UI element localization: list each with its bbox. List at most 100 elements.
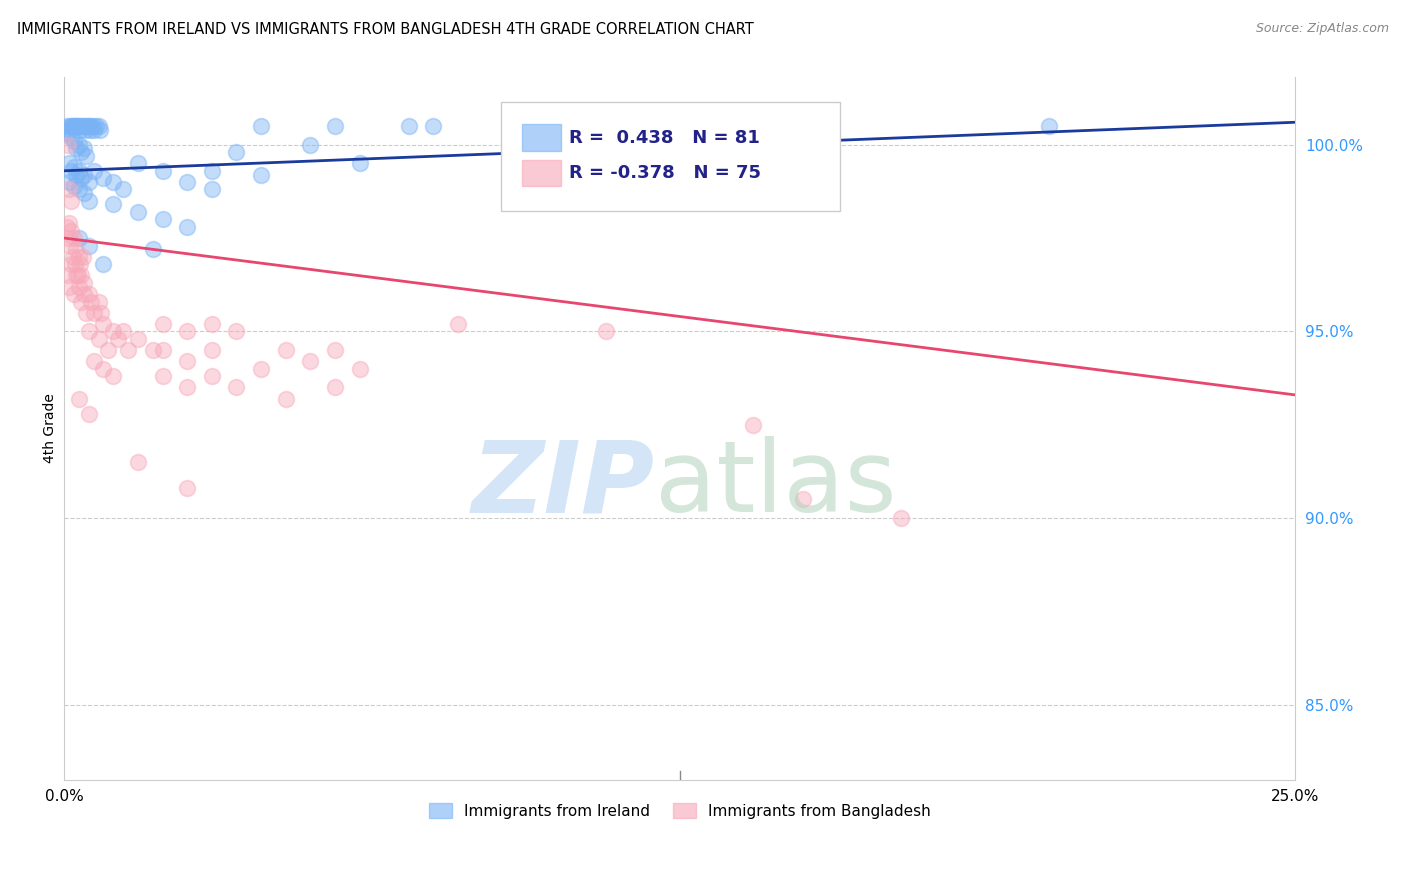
Point [225, 380, 247, 394]
Point [250, 361, 273, 376]
Point [65, 168, 87, 182]
Point [75, 119, 97, 133]
Text: ZIP: ZIP [472, 436, 655, 533]
Point [299, 137, 322, 152]
Point [67, 119, 90, 133]
Point [65, 119, 87, 133]
FancyBboxPatch shape [501, 102, 839, 211]
Point [60, 163, 83, 178]
Point [176, 175, 198, 189]
Point [63, 119, 86, 133]
Point [742, 417, 765, 432]
Point [60, 223, 83, 237]
Point [250, 168, 273, 182]
Point [792, 492, 814, 507]
Point [323, 343, 346, 357]
Point [152, 369, 174, 384]
Point [65, 141, 87, 155]
Point [201, 343, 224, 357]
Point [67, 279, 90, 293]
Point [323, 119, 346, 133]
Text: R =  0.438   N = 81: R = 0.438 N = 81 [569, 128, 759, 147]
Point [59, 238, 82, 252]
Point [84, 119, 107, 133]
Point [1038, 119, 1060, 133]
Point [112, 325, 135, 339]
Point [349, 156, 371, 170]
Point [70, 268, 93, 283]
Point [93, 257, 115, 271]
Point [73, 141, 96, 155]
Point [69, 257, 91, 271]
Point [201, 182, 224, 196]
Point [447, 317, 470, 331]
Point [63, 257, 86, 271]
Point [72, 119, 94, 133]
Point [83, 122, 105, 136]
Point [77, 175, 100, 189]
Point [349, 361, 371, 376]
Point [73, 119, 96, 133]
Point [70, 294, 93, 309]
Point [225, 325, 247, 339]
Point [103, 197, 125, 211]
Point [127, 455, 149, 469]
Point [152, 343, 174, 357]
Point [644, 122, 666, 136]
Point [65, 242, 87, 256]
Point [97, 343, 120, 357]
Text: R = -0.378   N = 75: R = -0.378 N = 75 [569, 164, 761, 182]
Point [595, 325, 617, 339]
Point [58, 156, 80, 170]
Point [127, 332, 149, 346]
Point [76, 119, 98, 133]
Point [323, 380, 346, 394]
Point [77, 119, 100, 133]
Point [70, 171, 93, 186]
Point [103, 325, 125, 339]
Point [63, 134, 86, 148]
Point [142, 343, 165, 357]
Point [142, 242, 165, 256]
Point [127, 205, 149, 219]
Point [890, 511, 912, 525]
Point [201, 369, 224, 384]
Point [67, 137, 90, 152]
Point [70, 119, 93, 133]
Point [60, 257, 83, 271]
Point [62, 119, 84, 133]
Point [299, 354, 322, 368]
Point [93, 361, 115, 376]
Point [89, 122, 111, 136]
Point [77, 287, 100, 301]
Point [274, 392, 297, 406]
Point [87, 119, 110, 133]
Point [56, 231, 79, 245]
Point [112, 182, 135, 196]
Point [55, 219, 77, 234]
Point [176, 325, 198, 339]
Point [152, 317, 174, 331]
Point [87, 332, 110, 346]
Point [176, 219, 198, 234]
Point [103, 175, 125, 189]
Point [73, 122, 96, 136]
Point [103, 369, 125, 384]
Point [60, 194, 83, 208]
Point [83, 306, 105, 320]
Point [58, 279, 80, 293]
Point [792, 119, 814, 133]
Point [93, 171, 115, 186]
Point [60, 119, 83, 133]
Point [62, 250, 84, 264]
Point [93, 317, 115, 331]
Point [58, 182, 80, 196]
Point [77, 407, 100, 421]
Point [75, 306, 97, 320]
Point [67, 182, 90, 196]
Point [117, 343, 139, 357]
Point [77, 238, 100, 252]
Point [63, 287, 86, 301]
Point [546, 119, 568, 133]
Point [69, 122, 91, 136]
